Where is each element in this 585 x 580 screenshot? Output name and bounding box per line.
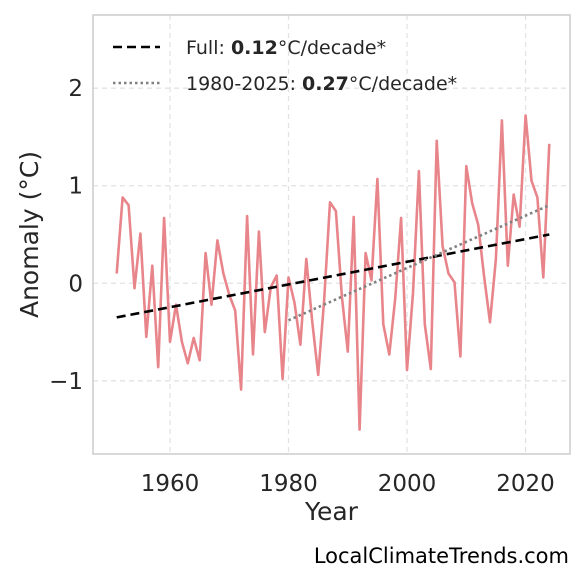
y-axis-title: Anomaly (°C) — [15, 151, 44, 318]
x-tick-label: 1960 — [141, 471, 200, 497]
anomaly-line — [115, 114, 551, 431]
x-axis-title: Year — [304, 497, 359, 526]
y-tick-label: 2 — [68, 76, 83, 102]
grid — [93, 15, 570, 454]
legend-entry: Full: 0.12°C/decade* — [186, 37, 386, 59]
legend-rate-value: 0.27 — [302, 73, 349, 95]
x-tick-label: 2020 — [496, 471, 555, 497]
x-tick-label: 2000 — [378, 471, 437, 497]
legend-entry: 1980-2025: 0.27°C/decade* — [186, 73, 457, 95]
y-tick-label: −1 — [49, 369, 83, 395]
y-tick-label: 1 — [68, 174, 83, 200]
trend-line-dotted — [287, 204, 550, 322]
legend-rate-value: 0.12 — [231, 37, 278, 59]
tick-labels: 1960 1980 2000 2020 −1 0 1 2 — [49, 76, 555, 497]
legend: Full: 0.12°C/decade*1980-2025: 0.27°C/de… — [113, 37, 457, 95]
series-layer — [115, 114, 551, 431]
trend-line-dashed — [116, 233, 550, 319]
legend-unit: °C/decade* — [349, 73, 457, 95]
legend-label: 1980-2025: — [186, 73, 302, 95]
site-attribution: LocalClimateTrends.com — [313, 544, 569, 568]
y-tick-label: 0 — [68, 271, 83, 297]
plot-frame — [92, 14, 571, 455]
legend-unit: °C/decade* — [278, 37, 386, 59]
x-tick-label: 1980 — [259, 471, 318, 497]
legend-label: Full: — [186, 37, 231, 59]
